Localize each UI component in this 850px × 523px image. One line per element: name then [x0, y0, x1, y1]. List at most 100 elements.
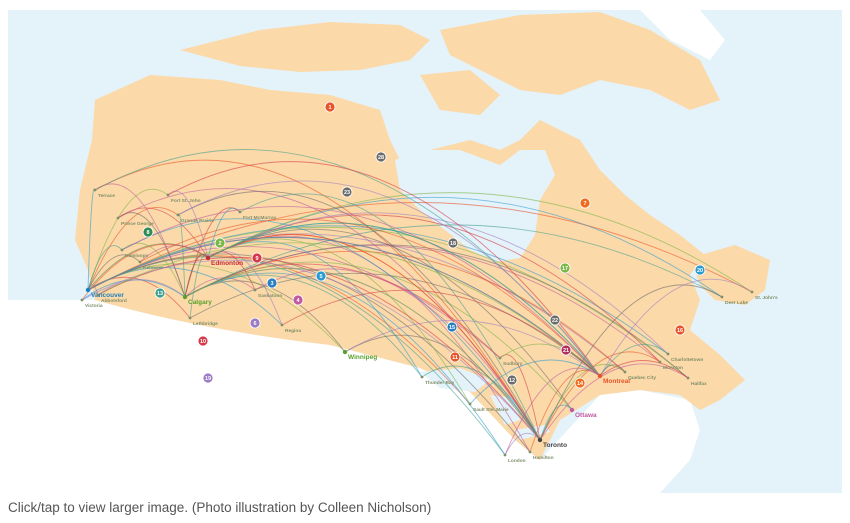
city-label: Deer Lake: [725, 300, 748, 306]
route: [87, 254, 141, 291]
city-label: Hamilton: [533, 455, 554, 461]
route: [207, 192, 753, 293]
route: [121, 242, 186, 298]
route: [599, 344, 669, 377]
route: [599, 278, 753, 377]
badge-number: 12: [509, 378, 515, 384]
route: [117, 207, 209, 259]
route: [87, 202, 753, 293]
route: [121, 206, 601, 377]
usa-land: [8, 300, 700, 493]
city-label: Montreal: [603, 378, 630, 385]
route: [184, 244, 689, 379]
route: [599, 360, 689, 379]
route: [539, 363, 689, 441]
city-label: Fort St. John: [171, 198, 201, 204]
airline-badge: [446, 321, 458, 333]
city-dot: [80, 298, 84, 302]
city-dot: [188, 316, 192, 320]
route: [504, 432, 541, 456]
city-dot: [686, 376, 690, 380]
city-dot: [116, 216, 120, 220]
badge-number: 28: [378, 155, 384, 161]
airline-badge: [266, 277, 278, 289]
city-dot: [420, 375, 424, 379]
airline-badge: [579, 197, 591, 209]
city-label: Sault Ste. Marie: [473, 407, 509, 413]
route: [87, 245, 123, 291]
city-dot: [342, 349, 348, 355]
city-label: Regina: [285, 328, 301, 334]
city-label: Calgary: [188, 299, 212, 306]
airline-badge: [375, 151, 387, 163]
route: [207, 234, 541, 441]
airline-badge: [447, 237, 459, 249]
city-label: Grande Prairie: [181, 218, 214, 224]
airline-badge: [197, 335, 209, 347]
city-dot: [537, 437, 543, 443]
city-label: London: [508, 458, 526, 464]
badge-number: 7: [583, 201, 586, 207]
route: [167, 161, 601, 377]
route: [539, 284, 723, 441]
route: [239, 193, 541, 441]
airline-badge: [574, 377, 586, 389]
airline-badge: [560, 344, 572, 356]
city-dot: [85, 287, 91, 293]
city-label: Halifax: [691, 381, 707, 387]
route: [207, 241, 423, 378]
city-dot: [253, 288, 257, 292]
airline-badge: [341, 186, 353, 198]
route: [87, 256, 506, 456]
city-dot: [569, 407, 575, 413]
city-dot: [205, 255, 211, 261]
map[interactable]: 172823183529468111215211417101316192022 …: [0, 0, 850, 495]
city-dot: [120, 248, 124, 252]
city-dot: [623, 370, 627, 374]
badge-number: 9: [255, 256, 258, 262]
route: [189, 272, 601, 377]
lake: [515, 425, 550, 440]
badge-number: 18: [450, 241, 456, 247]
route: [167, 190, 209, 259]
city-dot: [666, 352, 670, 356]
airline-badge: [292, 294, 304, 306]
airline-badge: [449, 351, 461, 363]
badge-number: 2: [218, 241, 221, 247]
city-dot: [528, 450, 532, 454]
airline-badge: [142, 226, 154, 238]
caption: Click/tap to view larger image. (Photo i…: [8, 500, 432, 515]
city-dot: [93, 188, 97, 192]
city-label: Victoria: [85, 303, 103, 309]
airline-badge: [202, 372, 214, 384]
badge-number: 4: [296, 298, 300, 304]
route: [539, 404, 573, 441]
city-dot: [280, 323, 284, 327]
airline-badge: [315, 270, 327, 282]
city-dot: [720, 295, 724, 299]
city-label: Prince George: [121, 221, 154, 227]
city-dot: [468, 402, 472, 406]
city-dot: [750, 290, 754, 294]
city-label: Charlottetown: [671, 357, 703, 363]
badge-number: 11: [452, 355, 458, 361]
city-label: Kelowna: [143, 265, 163, 271]
route: [81, 243, 209, 301]
badge-number: 14: [577, 381, 584, 387]
hudson-bay: [395, 150, 555, 262]
badge-number: 20: [697, 268, 703, 274]
city-dot: [597, 373, 603, 379]
route: [184, 272, 506, 456]
route: [207, 207, 241, 259]
arctic-island: [420, 70, 500, 115]
city-dot: [238, 210, 242, 214]
city-label: Abbotsford: [101, 298, 127, 304]
route: [177, 213, 186, 298]
route: [139, 218, 601, 377]
badge-number: 21: [563, 348, 569, 354]
city-label: Quebec City: [628, 375, 656, 381]
route: [421, 365, 541, 441]
airline-badge: [674, 324, 686, 336]
route: [94, 159, 541, 441]
